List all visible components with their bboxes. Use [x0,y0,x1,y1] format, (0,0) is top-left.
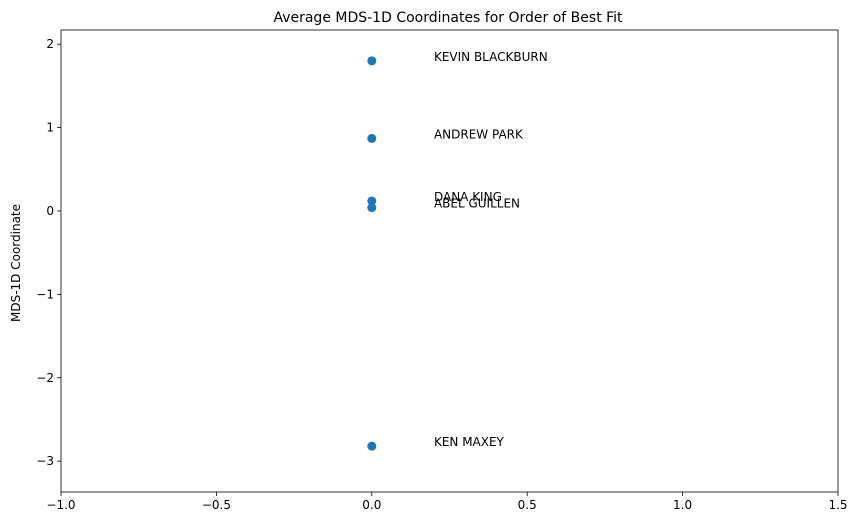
x-tick-label: 0.0 [362,498,381,512]
x-tick-label: −0.5 [202,498,231,512]
data-point [367,203,377,213]
y-axis-title: MDS-1D Coordinate [9,204,23,322]
data-point [367,441,377,451]
data-point [367,133,377,143]
y-tick-label: 2 [46,37,54,51]
y-tick-label: −2 [36,371,54,385]
y-tick-label: 0 [46,204,54,218]
x-tick-label: 1.0 [673,498,692,512]
data-point [367,196,377,206]
point-label: KEN MAXEY [434,435,505,449]
chart-title: Average MDS-1D Coordinates for Order of … [273,10,623,26]
plot-frame [60,29,839,493]
x-tick-label: 1.5 [828,498,847,512]
point-label: ANDREW PARK [434,127,524,141]
point-label: KEVIN BLACKBURN [434,50,548,64]
y-tick-label: −1 [36,287,54,301]
x-tick-label: −1.0 [46,498,75,512]
y-tick-label: −3 [36,454,54,468]
point-label: ABEL GUILLEN [434,197,520,211]
x-tick-label: 0.5 [518,498,537,512]
point-label: DANA KING [434,190,502,204]
y-tick-label: 1 [46,121,54,135]
data-point [367,56,377,66]
plot-area: −1.0 −0.5 0.0 0.5 1.0 1.5 −3 −2 −1 0 1 2 KEVIN BLACK… [36,29,848,512]
